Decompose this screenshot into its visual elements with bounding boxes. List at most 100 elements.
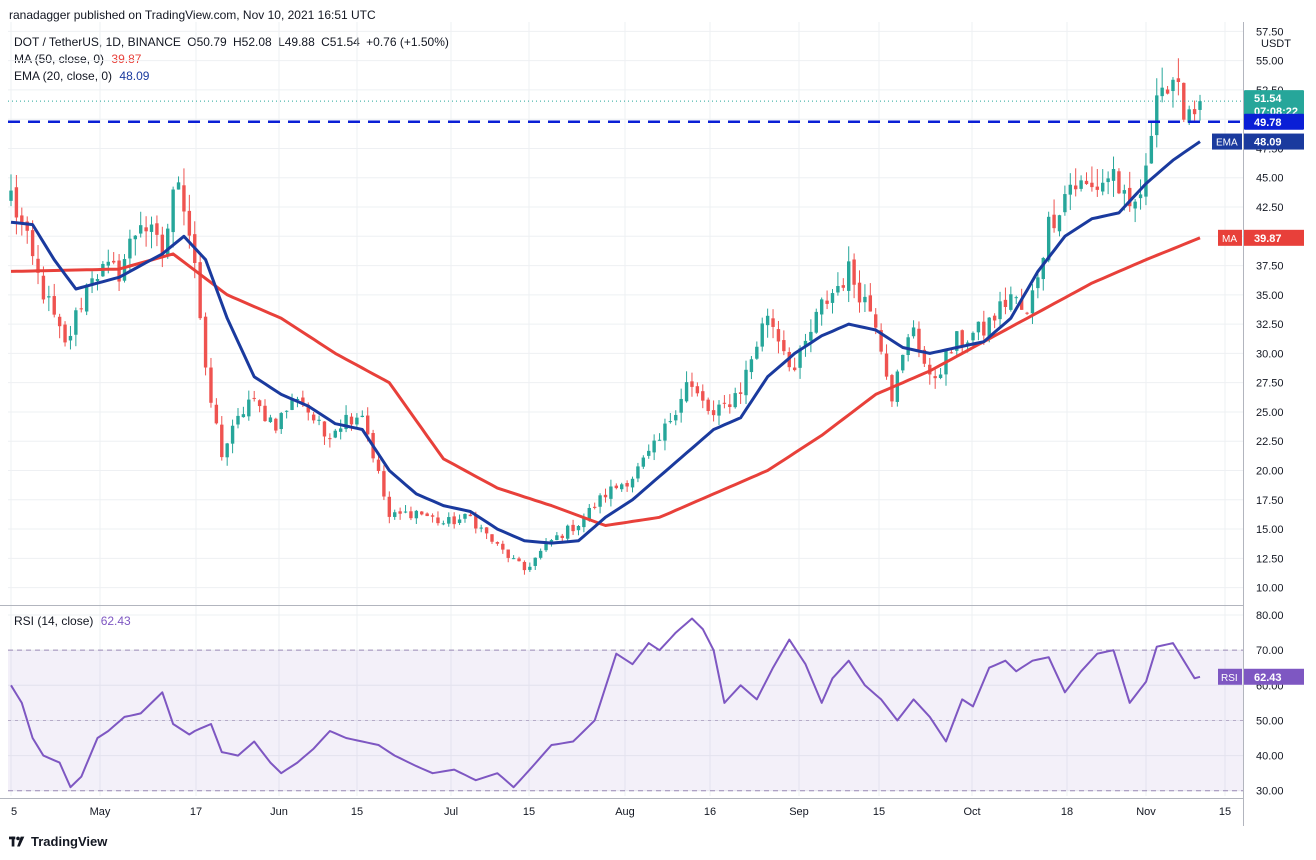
candle-body [819,299,824,315]
candle [187,194,192,249]
candle-body [376,459,381,472]
rsi-tag-text: RSI [1221,673,1238,684]
time-tick-label: Aug [615,806,635,818]
candle-body [603,494,608,498]
time-tick-label: Jun [270,806,288,818]
candle-body [533,557,537,566]
candle [1068,173,1072,210]
candle-body [25,221,29,231]
candle-body [879,330,883,352]
candle [420,511,424,516]
rsi-tick-label: 30.00 [1256,786,1284,798]
ma-badge: MA 39.87 [1218,229,1304,246]
candle [711,400,716,422]
price-tick-label: 35.00 [1256,290,1284,302]
candle [679,388,683,423]
candle-body [765,315,770,326]
candle [328,433,332,448]
candle-body [1084,180,1089,185]
indicator-lines [8,100,1243,789]
candle-body [917,328,921,350]
candle [252,390,256,402]
candle-body [825,300,829,304]
candle-body [830,293,835,303]
candle [749,355,754,380]
price-tick-label: 30.00 [1256,348,1284,360]
candle [1073,168,1078,197]
ma-value: 39.87 [111,52,142,66]
candle [528,562,532,572]
candle-body [1063,194,1067,213]
ema-value-bg [1244,133,1304,150]
candle [555,532,559,541]
candle-body [420,511,424,515]
ema-label: EMA (20, close, 0) [14,69,113,83]
candle-body [1133,201,1137,209]
candle [1165,85,1170,95]
candle [355,413,359,430]
candle [636,462,640,483]
candle [1160,67,1164,103]
candle [257,399,262,413]
candle-body [836,286,840,293]
candle [960,329,964,353]
candle-body [301,397,305,405]
candle [398,507,402,520]
ma-value-bg [1244,229,1304,246]
candle-body [241,414,246,418]
candle-body [522,561,527,571]
candle-body [1073,185,1078,190]
candle-body [203,316,208,368]
candle [225,442,229,466]
publisher-line: ranadagger published on TradingView.com,… [9,8,376,22]
price-tick-label: 45.00 [1256,173,1284,185]
candle [376,455,381,474]
ma-legend: MA (50, close, 0) 39.87 [14,52,141,66]
grid [8,22,1243,796]
candle [1171,77,1175,108]
candle [641,455,646,469]
candle-body [955,331,959,351]
time-tick-label: 15 [873,806,885,818]
candle-body [1171,79,1175,92]
candle-body [647,450,651,456]
candle-body [268,417,273,423]
candle [414,509,419,524]
candle [717,400,721,425]
candle [290,393,294,411]
candle-body [809,331,813,341]
candle [1090,166,1094,192]
candle [1106,171,1110,195]
candle-body [111,260,116,263]
candle [84,283,89,316]
candle-body [711,410,716,416]
candle [484,527,489,540]
candle-body [225,443,229,458]
candle [571,519,575,535]
candle-body [457,519,462,523]
ma-label: MA (50, close, 0) [14,52,105,66]
candle-body [187,210,192,236]
candle-body [1182,82,1186,120]
candle [901,354,905,374]
candle-body [279,413,283,430]
candles [9,58,1202,575]
tradingview-logo[interactable]: TradingView [9,834,107,849]
candle [890,373,894,407]
candle-body [117,260,121,282]
candle-body [79,308,83,310]
candle-body [409,511,413,519]
ema-value: 48.09 [119,69,150,83]
candle [425,512,429,517]
ema-value-text: 48.09 [1254,137,1282,149]
candle-body [511,558,516,560]
candle [111,252,116,265]
candle [668,413,673,424]
candle-body [1052,214,1056,229]
candle-body [576,525,581,531]
candle-body [544,543,548,551]
candle [701,384,705,409]
candle [847,246,851,303]
